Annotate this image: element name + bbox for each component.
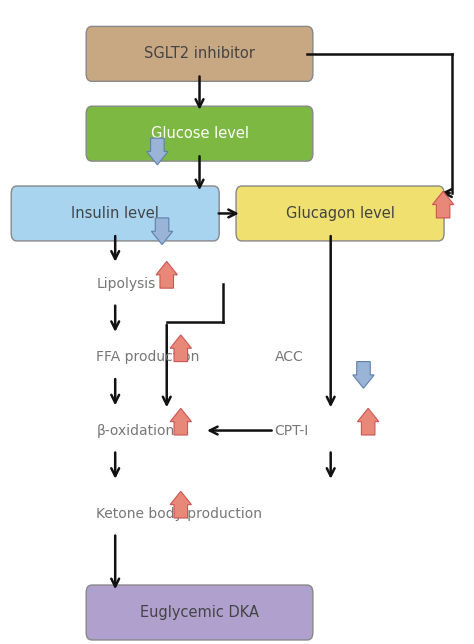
- Polygon shape: [357, 408, 379, 435]
- Polygon shape: [151, 218, 173, 245]
- Polygon shape: [146, 138, 168, 165]
- FancyBboxPatch shape: [86, 106, 313, 161]
- Text: ACC: ACC: [274, 350, 303, 364]
- FancyBboxPatch shape: [86, 26, 313, 81]
- Text: Insulin level: Insulin level: [71, 206, 159, 221]
- Text: SGLT2 inhibitor: SGLT2 inhibitor: [144, 46, 255, 61]
- FancyBboxPatch shape: [236, 186, 444, 241]
- Polygon shape: [170, 408, 191, 435]
- Text: Euglycemic DKA: Euglycemic DKA: [140, 605, 259, 620]
- Polygon shape: [170, 335, 191, 361]
- Text: CPT-I: CPT-I: [274, 424, 309, 437]
- Text: β-oxidation: β-oxidation: [97, 424, 175, 437]
- Polygon shape: [432, 191, 454, 218]
- Polygon shape: [353, 361, 374, 388]
- FancyBboxPatch shape: [11, 186, 219, 241]
- Polygon shape: [170, 491, 191, 518]
- Text: FFA production: FFA production: [97, 350, 200, 364]
- Text: Glucagon level: Glucagon level: [286, 206, 394, 221]
- FancyBboxPatch shape: [86, 585, 313, 640]
- Text: Glucose level: Glucose level: [151, 126, 248, 141]
- Text: Lipolysis: Lipolysis: [97, 277, 156, 290]
- Polygon shape: [156, 261, 177, 288]
- Text: Ketone body production: Ketone body production: [97, 507, 263, 520]
